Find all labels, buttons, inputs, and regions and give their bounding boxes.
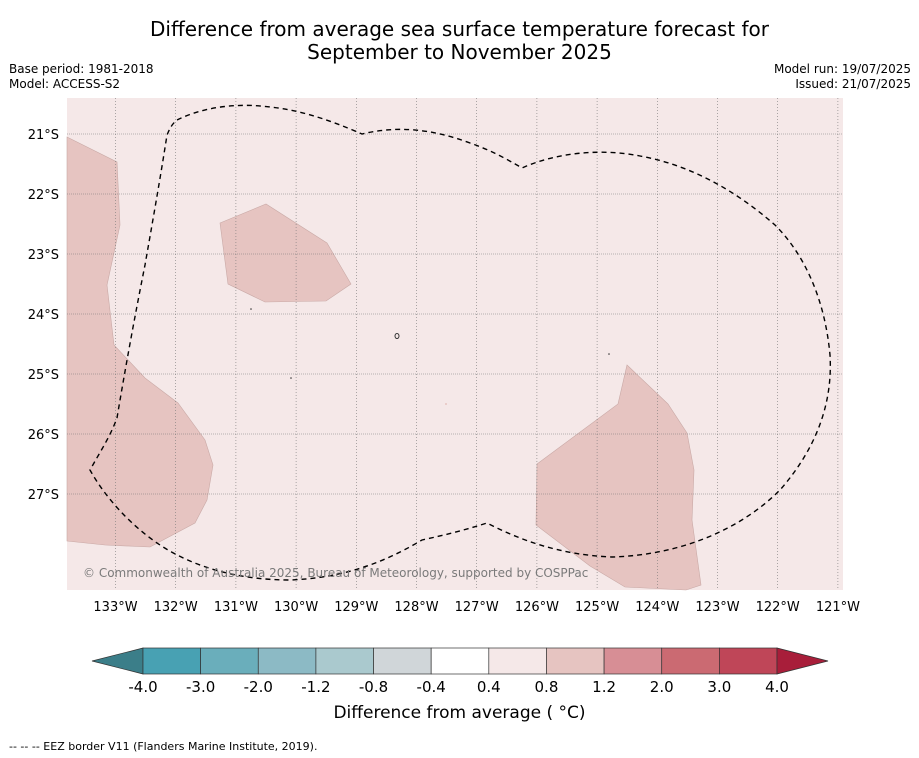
speck: [290, 377, 292, 379]
lon-label: 123°W: [695, 600, 739, 615]
lon-label: 125°W: [575, 600, 619, 615]
colorbar-segment: [546, 647, 605, 675]
colorbar: [91, 647, 829, 675]
colorbar-segment: [200, 647, 259, 675]
graticule: [67, 98, 843, 590]
colorbar-segment: [661, 647, 720, 675]
map-specks: [250, 308, 610, 405]
colorbar-tick-label: -2.0: [244, 678, 273, 696]
lat-label: 23°S: [28, 248, 59, 263]
speck: [445, 403, 447, 405]
latitude-labels: 21°S 22°S 23°S 24°S 25°S 26°S 27°S: [28, 128, 59, 503]
colorbar-title: Difference from average ( °C): [333, 703, 586, 723]
eez-border: [89, 104, 832, 581]
lon-label: 129°W: [334, 600, 378, 615]
colorbar-tick-label: 1.2: [592, 678, 616, 696]
colorbar-tick-label: 2.0: [650, 678, 674, 696]
lon-label: 131°W: [214, 600, 258, 615]
colorbar-tick-label: -3.0: [186, 678, 215, 696]
base-period: Base period: 1981-2018: [9, 62, 154, 76]
lat-label: 25°S: [28, 368, 59, 383]
colorbar-tick-label: 0.8: [535, 678, 559, 696]
title-line-2: September to November 2025: [307, 40, 612, 64]
meta-left: Base period: 1981-2018 Model: ACCESS-S2: [9, 62, 154, 92]
map-title: Difference from average sea surface temp…: [0, 18, 919, 64]
colorbar-segment: [603, 647, 663, 675]
colorbar-high-extend: [776, 647, 829, 675]
colorbar-tick-label: 0.4: [477, 678, 501, 696]
lon-label: 121°W: [816, 600, 860, 615]
meta-right: Model run: 19/07/2025 Issued: 21/07/2025: [774, 62, 911, 92]
colorbar-segment: [430, 647, 490, 675]
lat-label: 27°S: [28, 488, 59, 503]
issued-date: Issued: 21/07/2025: [795, 77, 911, 91]
longitude-labels: 133°W 132°W 131°W 130°W 129°W 128°W 127°W 126°W…: [93, 600, 860, 615]
model-run: Model run: 19/07/2025: [773, 62, 911, 76]
lat-label: 21°S: [28, 128, 59, 143]
colorbar-segment: [142, 647, 201, 675]
lat-label: 26°S: [28, 428, 59, 443]
lat-label: 22°S: [28, 188, 59, 203]
patch-east: [535, 364, 702, 591]
speck: [394, 333, 400, 339]
lon-label: 122°W: [756, 600, 800, 615]
colorbar-segment: [488, 647, 547, 675]
warm-anomaly-patches: [66, 136, 702, 591]
colorbar-tick-label: -0.4: [417, 678, 446, 696]
lon-label: 130°W: [274, 600, 318, 615]
colorbar-tick-label: 4.0: [765, 678, 789, 696]
colorbar-tick-label: 3.0: [707, 678, 731, 696]
colorbar-segment: [719, 647, 778, 675]
lat-label: 24°S: [28, 308, 59, 323]
lon-label: 132°W: [154, 600, 198, 615]
colorbar-segment: [257, 647, 317, 675]
lon-label: 126°W: [515, 600, 559, 615]
model-name: Model: ACCESS-S2: [9, 77, 121, 91]
lon-label: 128°W: [394, 600, 438, 615]
colorbar-labels: -4.0 -3.0 -2.0 -1.2 -0.8 -0.4 0.4 0.8 1.2 2.0 3.0 4…: [128, 678, 789, 696]
speck: [250, 308, 252, 310]
lon-label: 124°W: [635, 600, 679, 615]
colorbar-segment: [315, 647, 374, 675]
lon-label: 127°W: [455, 600, 499, 615]
speck: [608, 353, 610, 355]
copyright-text: © Commonwealth of Australia 2025, Bureau…: [83, 566, 588, 580]
colorbar-tick-label: -0.8: [359, 678, 388, 696]
patch-north: [219, 203, 352, 303]
title-line-1: Difference from average sea surface temp…: [149, 17, 769, 41]
footnote: -- -- -- EEZ border V11 (Flanders Marine…: [9, 740, 318, 753]
colorbar-low-extend: [91, 647, 144, 675]
colorbar-tick-label: -4.0: [128, 678, 157, 696]
colorbar-tick-label: -1.2: [301, 678, 330, 696]
colorbar-segment: [373, 647, 432, 675]
lon-label: 133°W: [93, 600, 137, 615]
